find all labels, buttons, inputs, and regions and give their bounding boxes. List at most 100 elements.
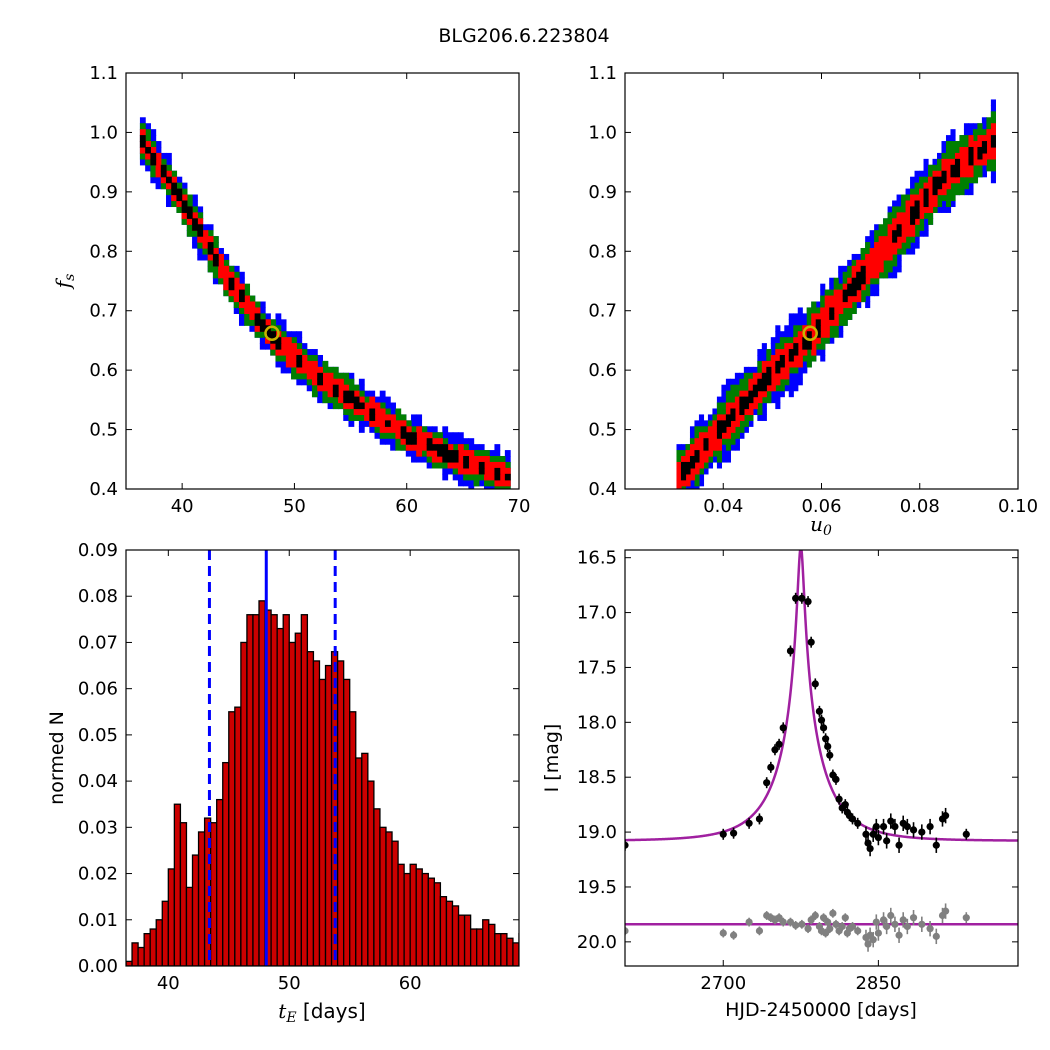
density-contour-outer [990, 99, 996, 106]
density-contour-outer [358, 420, 365, 427]
density-contour-1sigma [901, 218, 907, 225]
density-contour-outer [820, 349, 826, 356]
density-contour-2sigma [950, 141, 956, 148]
density-contour-2sigma [892, 206, 898, 213]
density-contour-2sigma [176, 206, 183, 213]
density-contour-1sigma [457, 467, 464, 475]
density-contour-1sigma [977, 135, 983, 142]
density-contour-2sigma [842, 319, 848, 326]
density-contour-outer [838, 265, 844, 273]
density-contour-outer [990, 176, 996, 184]
density-core [238, 289, 245, 297]
density-contour-1sigma [878, 253, 884, 261]
density-contour-outer [291, 331, 297, 338]
density-contour-outer [238, 319, 245, 326]
density-contour-1sigma [694, 438, 700, 445]
density-contour-1sigma [932, 194, 938, 202]
density-contour-outer [905, 188, 911, 196]
density-contour-2sigma [959, 182, 965, 190]
density-contour-2sigma [910, 188, 916, 196]
density-contour-outer [317, 390, 324, 398]
density-contour-1sigma [207, 253, 214, 261]
density-contour-outer [457, 432, 464, 439]
density-contour-outer [447, 467, 454, 475]
density-contour-1sigma [364, 402, 370, 410]
histogram-bar [276, 627, 284, 966]
density-contour-2sigma [249, 295, 256, 303]
density-contour-outer [788, 319, 794, 326]
density-contour-2sigma [494, 456, 501, 463]
density-contour-2sigma [259, 313, 266, 320]
density-core [139, 141, 146, 148]
density-contour-outer [761, 414, 767, 421]
figure-title: BLG206.6.223804 [438, 25, 609, 47]
density-contour-2sigma [244, 283, 251, 291]
density-contour-1sigma [694, 467, 700, 475]
histogram-bar [270, 614, 278, 966]
density-contour-1sigma [327, 384, 334, 392]
density-contour-outer [761, 343, 767, 350]
density-core [160, 170, 167, 178]
residual-point [745, 918, 753, 926]
density-contour-outer [950, 200, 956, 208]
density-core [950, 170, 956, 178]
density-contour-1sigma [343, 384, 350, 392]
density-core [941, 170, 947, 178]
density-contour-2sigma [910, 236, 916, 243]
density-contour-2sigma [712, 450, 718, 457]
density-contour-2sigma [384, 408, 391, 416]
density-contour-outer [851, 253, 857, 261]
density-contour-2sigma [442, 461, 449, 469]
density-core [847, 283, 853, 291]
density-contour-outer [725, 450, 731, 457]
density-contour-2sigma [945, 188, 952, 196]
density-contour-1sigma [228, 271, 235, 279]
density-contour-outer [197, 248, 204, 255]
density-contour-1sigma [959, 146, 965, 154]
density-contour-outer [280, 319, 287, 326]
density-contour-1sigma [426, 432, 433, 439]
density-contour-outer [941, 200, 947, 208]
density-contour-2sigma [431, 432, 438, 439]
density-contour-1sigma [914, 218, 920, 225]
density-core [739, 408, 745, 416]
histogram-bar [512, 942, 519, 966]
density-core [775, 366, 781, 374]
data-point [792, 594, 800, 602]
density-contour-outer [842, 265, 848, 273]
density-core [689, 461, 696, 469]
density-contour-2sigma [322, 396, 329, 404]
density-core [186, 212, 193, 219]
density-contour-outer [384, 402, 391, 410]
density-contour-2sigma [197, 242, 204, 249]
density-contour-1sigma [941, 188, 947, 196]
density-contour-2sigma [775, 384, 781, 392]
density-contour-outer [923, 224, 929, 231]
density-contour-1sigma [797, 343, 803, 350]
density-contour-2sigma [478, 450, 485, 457]
residual-point [792, 921, 800, 929]
density-contour-2sigma [311, 354, 318, 362]
density-contour-2sigma [395, 414, 402, 421]
density-contour-outer [150, 176, 157, 184]
density-contour-1sigma [820, 325, 826, 332]
density-contour-2sigma [954, 141, 961, 148]
density-contour-1sigma [865, 259, 871, 267]
density-contour-2sigma [775, 343, 781, 350]
density-contour-1sigma [874, 242, 880, 249]
histogram-bar [427, 877, 436, 966]
density-contour-outer [923, 164, 929, 172]
data-point [775, 740, 783, 748]
density-contour-2sigma [730, 396, 736, 404]
density-core [207, 242, 214, 249]
density-contour-outer [892, 265, 898, 273]
density-core [270, 331, 277, 338]
density-core [815, 319, 821, 326]
data-point [926, 823, 934, 831]
density-contour-1sigma [874, 248, 880, 255]
y-tick-label: 19.5 [577, 877, 617, 898]
density-contour-1sigma [820, 331, 826, 338]
density-contour-2sigma [202, 248, 209, 255]
density-core [400, 432, 407, 439]
histogram-bar [379, 826, 387, 966]
